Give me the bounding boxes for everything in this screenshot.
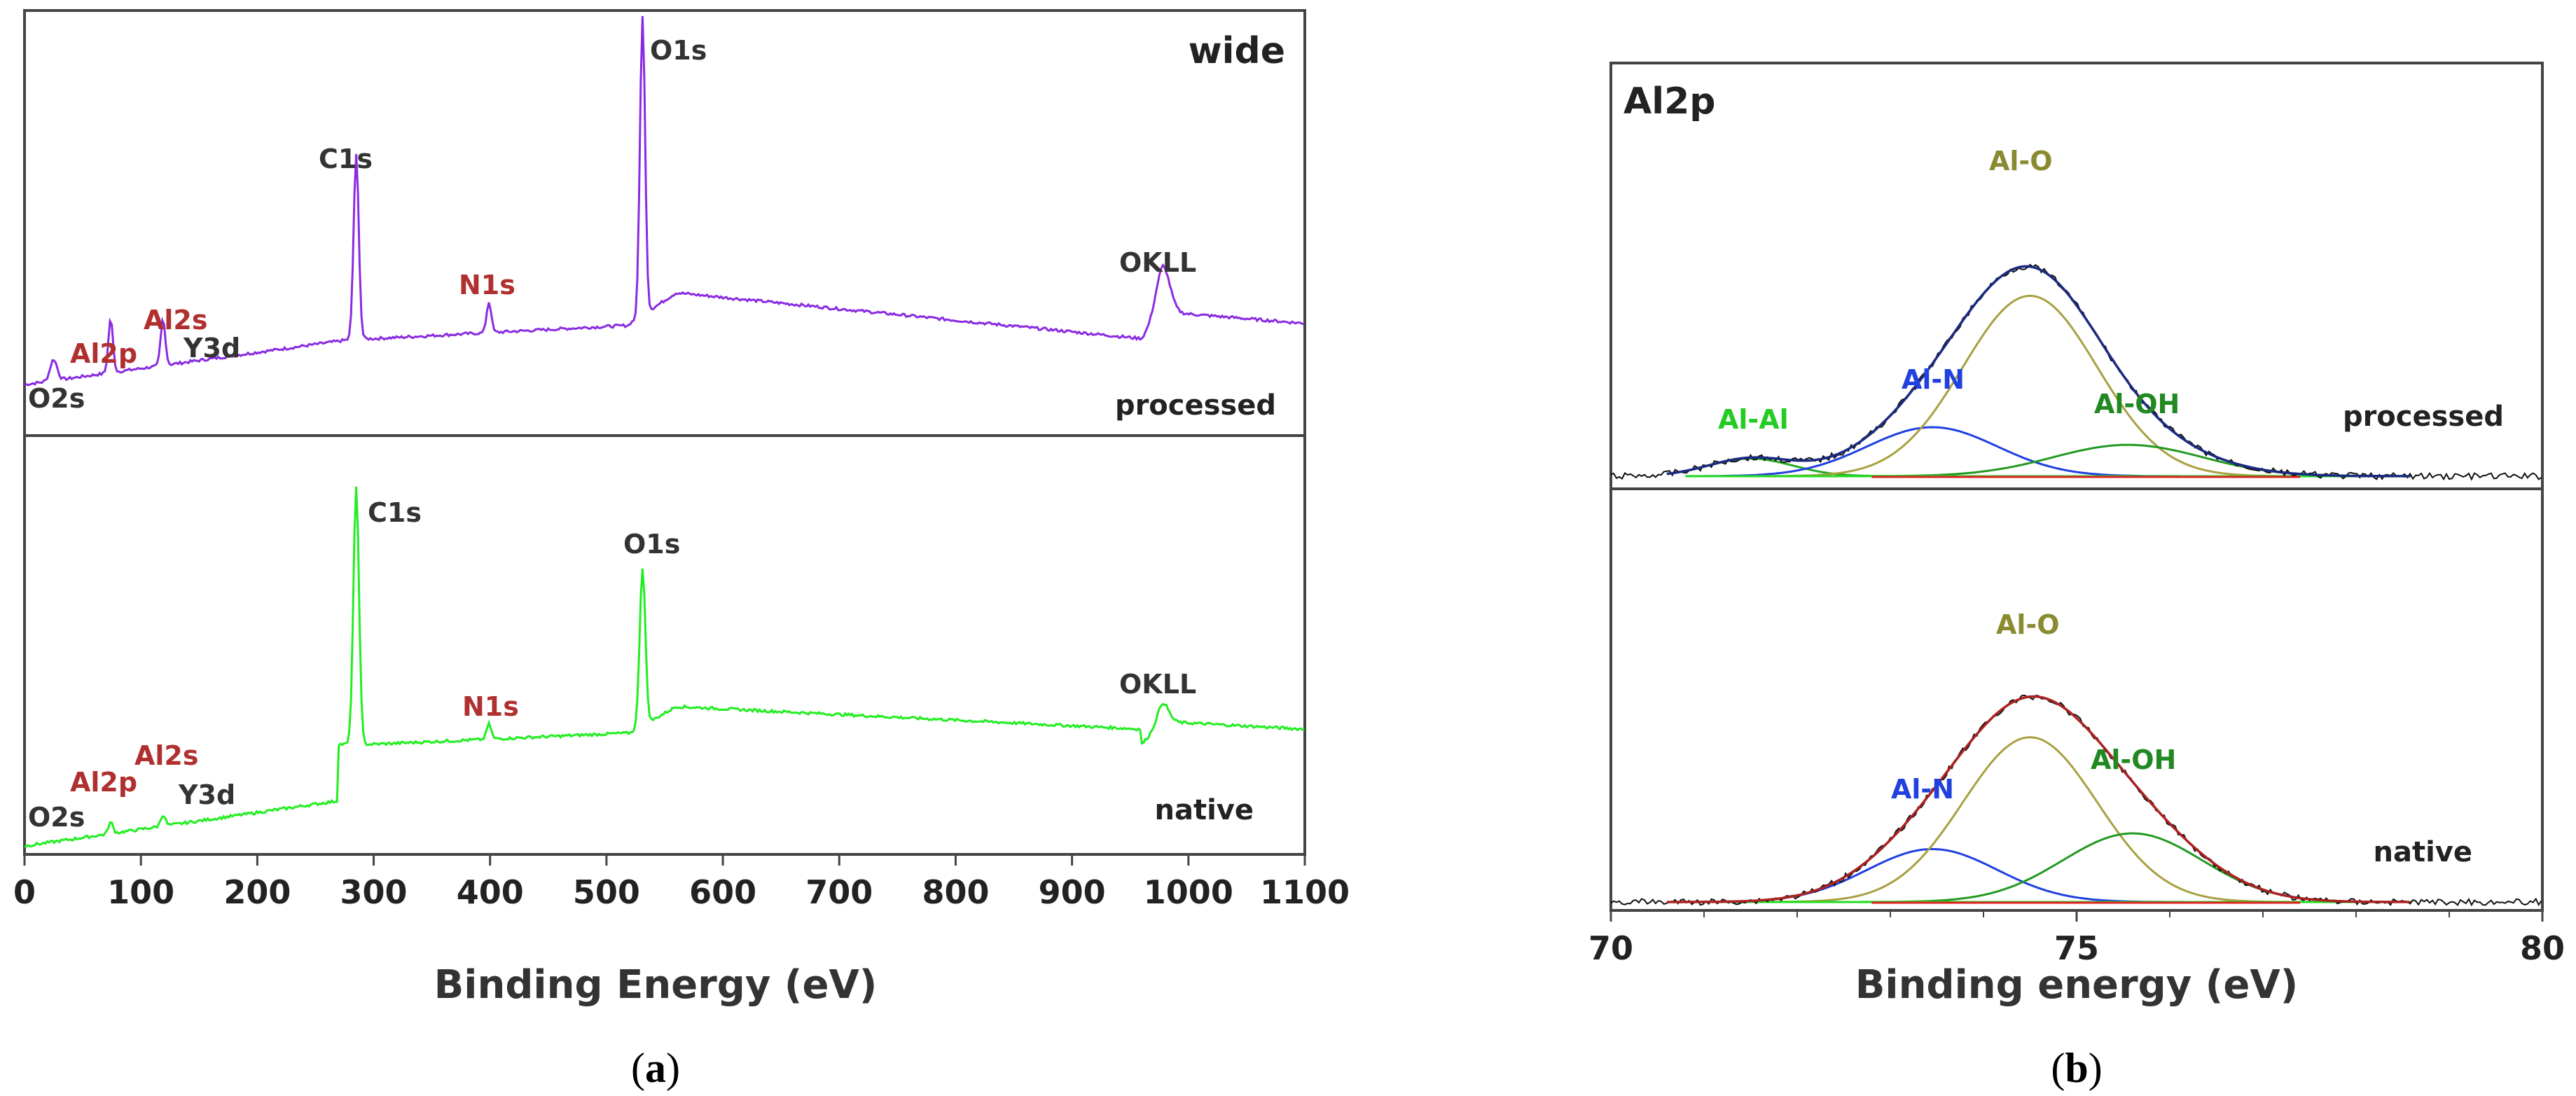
wide-scan-frame (23, 9, 1306, 856)
processed-component-curve-al-o (1686, 294, 2402, 478)
processed-component-curve-al-n (1686, 426, 2402, 478)
native-wide-layer (24, 486, 1305, 848)
processed-wide-series-tag: processed (1115, 389, 1276, 422)
processed-peak-label-al2p: Al2p (70, 338, 137, 369)
native-component-curve-al-o (1686, 736, 2402, 903)
al2p-frame (1609, 62, 2544, 912)
processed-component-label-al-n: Al-N (1902, 364, 1965, 395)
native-peak-label-y3d: Y3d (178, 779, 235, 810)
native-al2p-layer (1610, 694, 2542, 907)
al2p-x-tick-label: 75 (2054, 929, 2099, 967)
panel-b-label: (b) (2051, 1045, 2102, 1091)
processed-peak-label-n1s: N1s (459, 270, 515, 300)
native-peak-label-o1s: O1s (623, 529, 680, 560)
native-peak-label-o2s: O2s (28, 802, 85, 833)
wide-x-tick-label: 1100 (1260, 873, 1350, 911)
al2p-x-axis: 70 75 80 (1588, 910, 2565, 967)
wide-x-tick-label: 0 (13, 873, 36, 911)
wide-x-tick-label: 100 (107, 873, 174, 911)
wide-scan-panel: O2s Al2p Al2s Y3d C1s N1s O1s OKLL O2s A… (13, 9, 1350, 1091)
al2p-x-tick-label: 70 (1588, 929, 1633, 967)
native-wide-spectrum-line (24, 486, 1305, 848)
native-raw-spectrum-line (1610, 694, 2542, 907)
native-component-label-al-n: Al-N (1891, 774, 1954, 805)
wide-x-tick-label: 700 (805, 873, 873, 911)
processed-component-label-al-o: Al-O (1989, 146, 2053, 176)
processed-fit-envelope-line (1666, 265, 2411, 478)
panel-a-label: (a) (631, 1045, 680, 1091)
wide-x-tick-label: 600 (689, 873, 756, 911)
native-component-label-al-oh: Al-OH (2091, 744, 2176, 775)
native-peak-label-al2p: Al2p (70, 767, 137, 798)
processed-wide-layer (24, 15, 1305, 387)
native-peak-label-okll: OKLL (1119, 669, 1196, 700)
processed-peak-label-okll: OKLL (1119, 247, 1196, 278)
processed-peak-label-o2s: O2s (28, 383, 85, 414)
al2p-x-axis-title: Binding energy (eV) (1855, 962, 2299, 1008)
native-peak-label-n1s: N1s (462, 691, 519, 722)
wide-scan-x-axis: 0 100 200 300 400 500 600 700 800 900 1000 1100 (13, 854, 1350, 911)
al2p-panel: Al-Al Al-N Al-O Al-OH Al-N Al-O Al-OH Al… (1588, 62, 2565, 1091)
processed-raw-spectrum-line (1610, 263, 2542, 481)
al2p-x-tick-label: 80 (2520, 929, 2565, 967)
wide-x-tick-label: 300 (340, 873, 408, 911)
native-component-curve-al-n (1686, 847, 2402, 903)
panel-a-letter: a (645, 1045, 666, 1091)
native-peak-label-c1s: C1s (368, 497, 422, 528)
native-component-label-al-o: Al-O (1996, 609, 2060, 640)
processed-wide-spectrum-line (24, 15, 1305, 387)
processed-peak-label-o1s: O1s (650, 35, 707, 66)
processed-al2p-layer (1610, 263, 2542, 481)
native-wide-series-tag: native (1154, 794, 1254, 826)
panel-b-letter: b (2065, 1045, 2088, 1091)
processed-peak-label-y3d: Y3d (183, 333, 240, 363)
processed-peak-label-c1s: C1s (319, 144, 373, 174)
processed-component-label-al-al: Al-Al (1718, 404, 1789, 435)
native-fit-envelope-line (1666, 695, 2411, 903)
wide-scan-x-axis-title: Binding Energy (eV) (434, 962, 878, 1008)
processed-al2p-series-tag: processed (2343, 401, 2504, 433)
wide-x-tick-label: 800 (922, 873, 989, 911)
processed-peak-label-al2s: Al2s (144, 305, 208, 335)
wide-x-tick-label: 900 (1039, 873, 1106, 911)
native-peak-label-al2s: Al2s (134, 740, 199, 771)
wide-x-tick-label: 500 (573, 873, 640, 911)
wide-scan-corner-label: wide (1189, 30, 1285, 72)
wide-x-tick-label: 200 (223, 873, 291, 911)
native-component-curve-al-oh (1686, 832, 2402, 903)
native-al2p-series-tag: native (2373, 836, 2472, 868)
wide-x-tick-label: 1000 (1144, 873, 1233, 911)
wide-x-tick-label: 400 (457, 873, 524, 911)
al2p-corner-label: Al2p (1623, 81, 1715, 123)
processed-component-label-al-oh: Al-OH (2094, 389, 2180, 419)
